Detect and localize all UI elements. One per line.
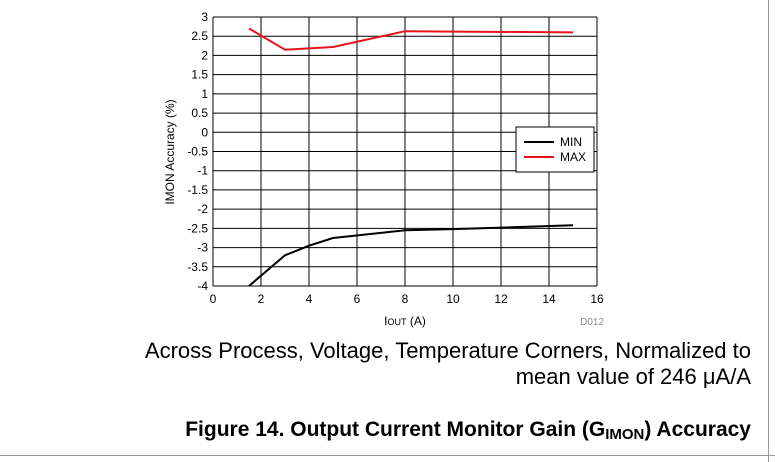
y-tick-labels: 3 2.5 2 1.5 1 0.5 0 -0.5 -1 -1.5 -2 -2.5 -3 -3.5 -4 [187, 10, 208, 293]
figure-title-end: ) Accuracy [644, 418, 751, 441]
y-tick-label: -1 [197, 164, 208, 178]
series-line-min [248, 224, 574, 287]
legend-box [515, 126, 595, 173]
y-tick-label: -0.5 [187, 145, 208, 159]
y-tick-label: 1.5 [191, 68, 208, 82]
x-tick-label: 4 [306, 292, 313, 306]
y-tick-label: 3 [201, 10, 208, 24]
caption-line-2: mean value of 246 μA/A [515, 364, 751, 389]
figure-title-subscript: IMON [605, 426, 645, 443]
y-tick-label: -2 [197, 202, 208, 216]
y-tick-label: -2.5 [187, 221, 208, 235]
series-layer [248, 27, 574, 287]
legend-label-max: MAX [560, 150, 586, 164]
y-tick-label: 1 [201, 87, 208, 101]
y-tick-label: -3 [197, 241, 208, 255]
y-tick-label: 0.5 [191, 106, 208, 120]
grid [212, 16, 598, 287]
x-axis-label: IOUT (A) [384, 314, 426, 328]
x-tick-label: 12 [494, 292, 508, 306]
figure-title: Figure 14. Output Current Monitor Gain (… [185, 418, 751, 443]
y-tick-label: -3.5 [187, 260, 208, 274]
caption-line-1: Across Process, Voltage, Temperature Cor… [144, 338, 751, 363]
x-tick-label: 10 [446, 292, 460, 306]
y-axis-label: IMON Accuracy (%) [163, 99, 177, 204]
y-tick-label: -4 [197, 279, 208, 293]
x-tick-label: 14 [542, 292, 556, 306]
x-tick-label: 2 [258, 292, 265, 306]
y-tick-label: 2 [201, 48, 208, 62]
x-tick-label: 16 [590, 292, 604, 306]
x-tick-label: 0 [210, 292, 217, 306]
x-tick-label: 8 [402, 292, 409, 306]
legend: MIN MAX [515, 126, 595, 173]
y-tick-label: -1.5 [187, 183, 208, 197]
frame-right-border [768, 0, 769, 462]
x-tick-label: 6 [354, 292, 361, 306]
legend-label-min: MIN [560, 135, 582, 149]
series-line-max [248, 27, 574, 51]
chart-annotation-code: D012 [580, 317, 604, 328]
y-tick-label: 0 [201, 125, 208, 139]
x-tick-labels: 0 2 4 6 8 10 12 14 16 [210, 292, 604, 306]
chart: 3 2.5 2 1.5 1 0.5 0 -0.5 -1 -1.5 -2 -2.5 -3 -3.5 -4 0 2… [163, 10, 604, 328]
y-tick-label: 2.5 [191, 29, 208, 43]
frame-bottom-border [0, 455, 775, 456]
figure-title-main: Figure 14. Output Current Monitor Gain (… [185, 418, 606, 441]
